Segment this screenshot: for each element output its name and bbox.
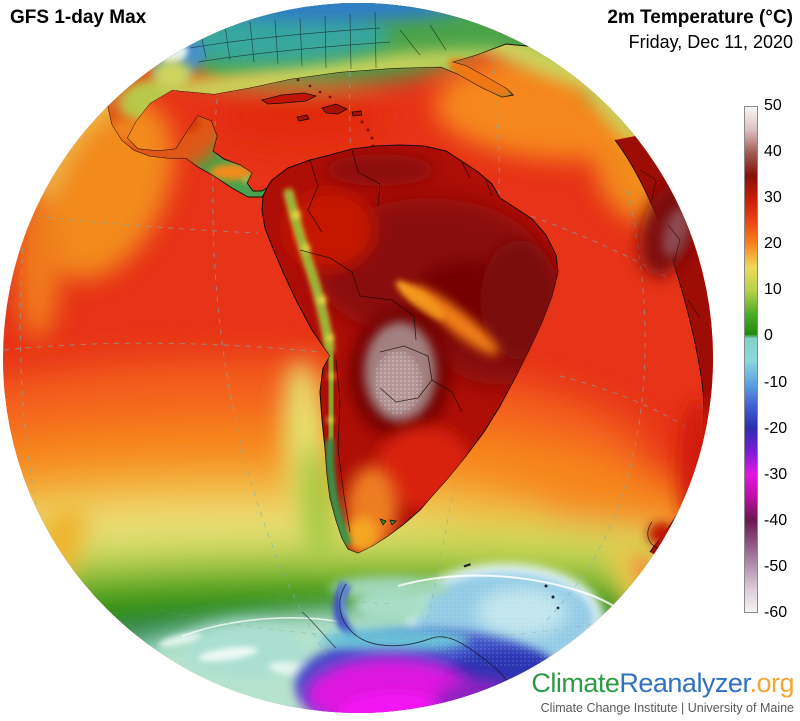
colorbar-tick-label: -30 xyxy=(764,465,788,483)
variable-title: 2m Temperature (°C) xyxy=(607,7,793,28)
colorbar-tick-label: -10 xyxy=(764,373,788,391)
falkland-islands xyxy=(379,518,397,526)
colorbar-gradient xyxy=(744,106,758,613)
colorbar-tick-label: -60 xyxy=(764,604,788,621)
logo-climate: Climate xyxy=(531,668,620,698)
colorbar-tick-label: -50 xyxy=(764,557,788,575)
logo-reanalyzer: Reanalyzer xyxy=(619,668,750,698)
colorbar-ticks: 50 40 30 20 10 0 -10 -20 -30 -40 -50 -60 xyxy=(764,97,800,621)
product-title: GFS 1-day Max xyxy=(10,7,147,28)
header-right: 2m Temperature (°C) Friday, Dec 11, 2020 xyxy=(607,7,793,53)
colorbar-tick-label: -20 xyxy=(764,419,788,437)
caribbean-islands xyxy=(261,78,462,165)
colorbar-tick-label: 50 xyxy=(764,97,782,114)
site-logo: ClimateReanalyzer.org xyxy=(531,668,794,699)
colorbar-tick-label: 40 xyxy=(764,143,782,161)
south-america xyxy=(261,144,559,554)
footer-branding: ClimateReanalyzer.org Climate Change Ins… xyxy=(531,668,794,715)
state-borders xyxy=(189,11,447,70)
institute-line: Climate Change Institute | University of… xyxy=(540,701,794,715)
colorbar-tick-label: -40 xyxy=(764,511,788,529)
country-borders xyxy=(299,149,493,533)
colorbar-tick-label: 0 xyxy=(764,327,773,345)
colorbar-tick-label: 10 xyxy=(764,281,782,299)
date-subtitle: Friday, Dec 11, 2020 xyxy=(628,32,793,52)
colorbar-tick-label: 20 xyxy=(764,235,782,253)
logo-org: .org xyxy=(749,668,794,698)
colorbar-tick-label: 30 xyxy=(764,189,782,207)
